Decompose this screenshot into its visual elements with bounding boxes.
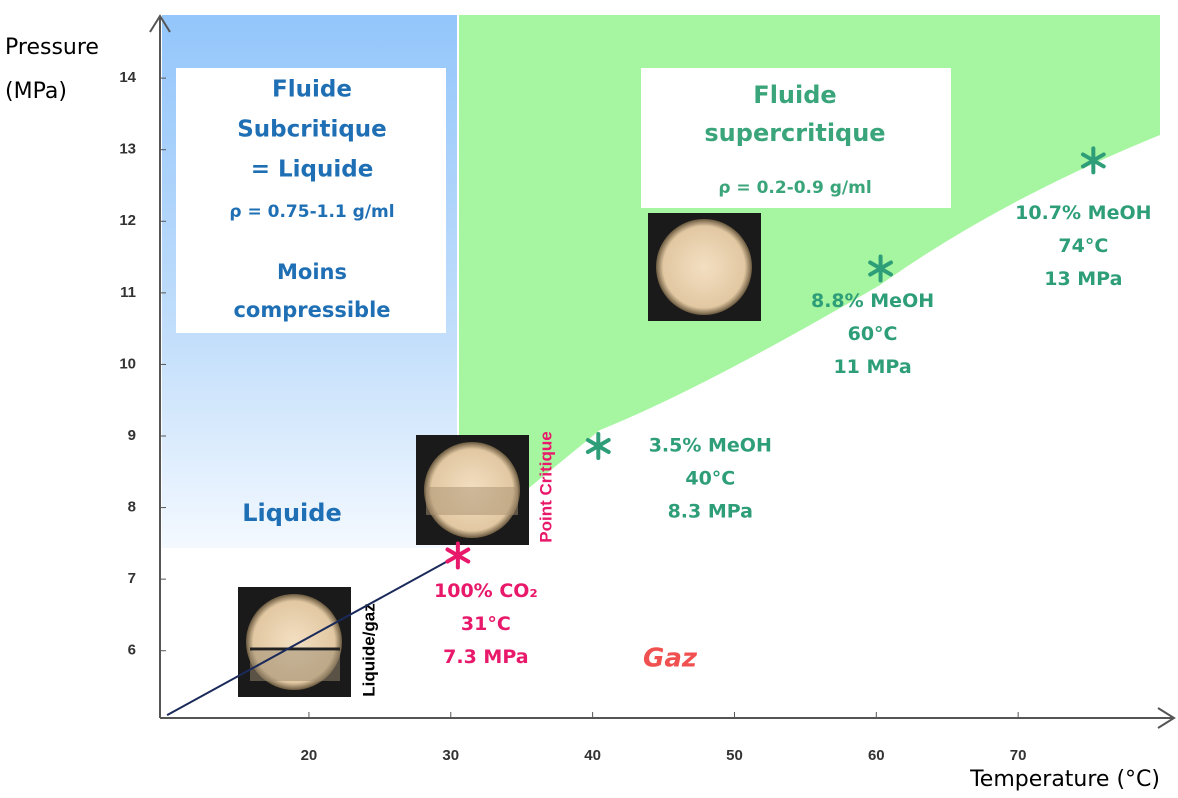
x-tick-label: 60 <box>868 747 885 764</box>
region-label: Gaz <box>643 644 698 674</box>
y-axis-arrow <box>149 14 171 33</box>
region-label: Fluide <box>753 81 836 109</box>
point-label: 7.3 MPa <box>443 646 528 668</box>
x-tick-label: 40 <box>584 747 601 764</box>
subcritical-box <box>176 68 446 333</box>
region-label: ρ = 0.75-1.1 g/ml <box>229 202 394 222</box>
data-point <box>585 432 611 461</box>
point-label: 3.5% MeOH <box>649 435 772 457</box>
region-label: = Liquide <box>251 157 374 183</box>
cell-photo <box>238 587 351 697</box>
y-tick-label: 11 <box>120 284 136 301</box>
y-tick-label: 13 <box>119 141 136 158</box>
x-axis-label: Temperature (°C) <box>969 767 1160 792</box>
x-tick-label: 30 <box>442 747 459 764</box>
data-point <box>868 254 893 283</box>
y-tick-label: 12 <box>119 212 136 229</box>
data-point <box>1080 146 1106 175</box>
curve-label: Liquide/gaz <box>359 603 378 697</box>
point-label: 60°C <box>848 323 898 345</box>
region-label: Liquide <box>242 499 341 527</box>
point-label: 11 MPa <box>833 356 911 378</box>
coexistence-line <box>166 554 459 717</box>
point-label: 10.7% MeOH <box>1015 202 1151 224</box>
region-label: supercritique <box>704 119 885 147</box>
x-tick-label: 70 <box>1010 747 1027 764</box>
point-label: 40°C <box>685 468 735 490</box>
data-point <box>445 541 471 570</box>
x-tick-label: 50 <box>726 747 743 764</box>
y-tick-label: 8 <box>128 499 136 516</box>
point-label: 8.8% MeOH <box>811 290 934 312</box>
region-label: Subcritique <box>237 117 387 143</box>
y-tick-label: 6 <box>128 642 136 659</box>
y-axis-label: (MPa) <box>5 79 67 104</box>
region-label: Moins <box>277 260 347 284</box>
point-label: 100% CO₂ <box>434 580 538 602</box>
x-tick-label: 20 <box>301 747 318 764</box>
y-tick-label: 14 <box>119 69 136 86</box>
point-label: 8.3 MPa <box>668 501 753 523</box>
cell-photo <box>416 435 529 545</box>
point-label: 74°C <box>1058 235 1108 257</box>
x-axis-arrow <box>1157 707 1176 729</box>
y-tick-label: 9 <box>128 427 136 444</box>
y-axis-label: Pressure <box>5 35 99 60</box>
region-label: Fluide <box>272 77 352 103</box>
region-label: compressible <box>233 298 390 322</box>
y-tick-label: 7 <box>128 570 136 587</box>
supercritical-box <box>641 68 951 208</box>
y-tick-label: 10 <box>119 355 136 372</box>
supercritical-region <box>459 15 1160 545</box>
point-label: 31°C <box>461 613 511 635</box>
point-label: 13 MPa <box>1044 268 1122 290</box>
region-label: ρ = 0.2-0.9 g/ml <box>718 178 871 198</box>
cell-photo <box>648 213 761 321</box>
critical-point-label: Point Critique <box>536 431 555 542</box>
